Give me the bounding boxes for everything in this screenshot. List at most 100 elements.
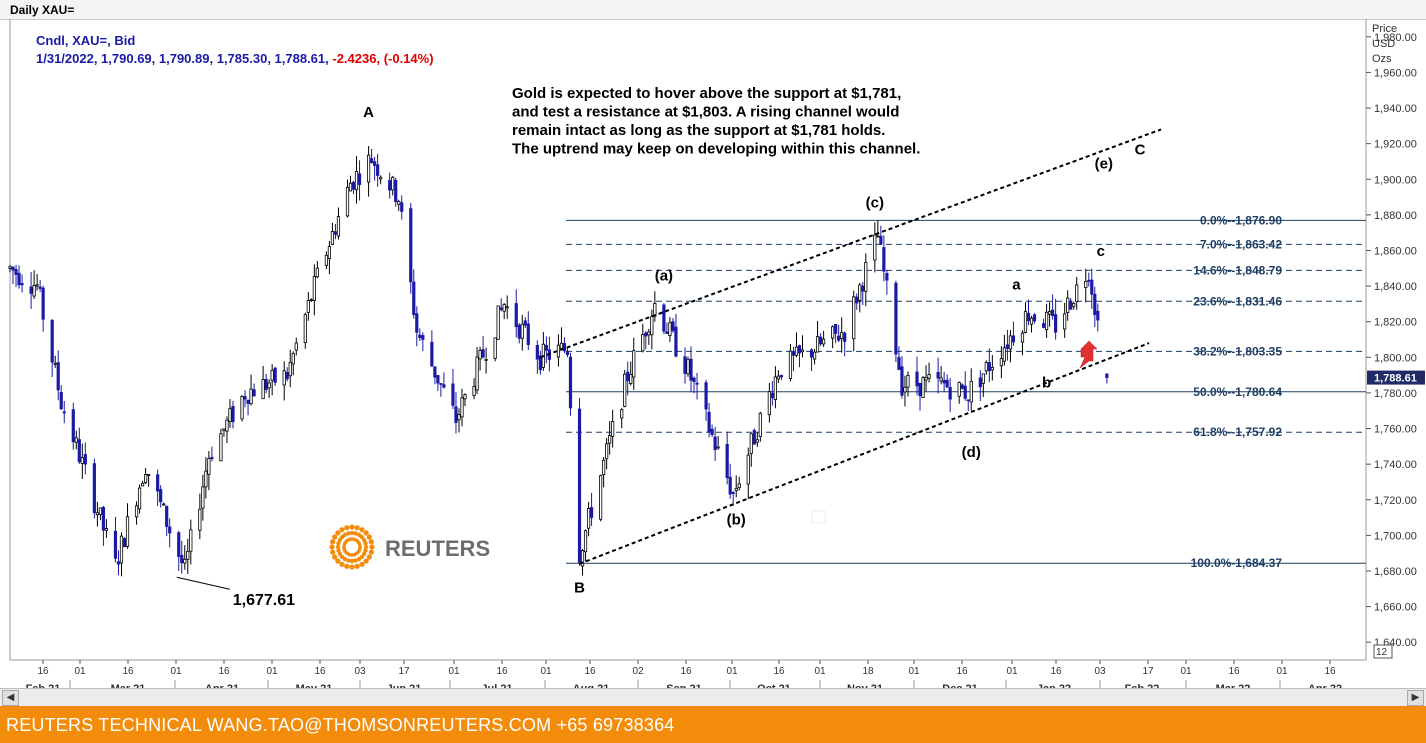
candle-body (689, 358, 693, 381)
candle-body (855, 296, 859, 304)
scroll-right-arrow-icon[interactable]: ▶ (1407, 690, 1424, 706)
candle-body (412, 281, 416, 315)
candle-body (303, 314, 307, 344)
candle-body (1090, 279, 1094, 295)
candle-body (460, 397, 464, 418)
candle-body (812, 351, 817, 360)
candle-body (324, 254, 329, 266)
logo-dot-icon (349, 558, 355, 564)
x-tick-label: 01 (74, 666, 86, 677)
candle-body (969, 380, 973, 403)
scroll-left-arrow-icon[interactable]: ◀ (2, 690, 19, 706)
candle-body (333, 231, 338, 235)
commentary-text-line: and test a resistance at $1,803. A risin… (512, 104, 899, 121)
candle-body (927, 374, 931, 379)
candle-body (779, 374, 784, 378)
candle-body (710, 428, 714, 435)
candle-body (671, 321, 675, 331)
candle-body (924, 376, 928, 381)
candle-body (186, 551, 190, 560)
candle-body (113, 530, 118, 559)
candle-body (80, 457, 84, 464)
candle-body (147, 474, 151, 476)
candle-body (559, 342, 564, 349)
candle-body (538, 355, 542, 371)
candle-body (1029, 317, 1034, 325)
candle-body (162, 503, 166, 506)
candle-body (843, 332, 847, 342)
candle-body (493, 337, 497, 359)
logo-dot-icon (369, 544, 375, 550)
candle-body (180, 554, 184, 564)
candle-body (478, 350, 482, 360)
scale-tag[interactable] (1373, 644, 1393, 659)
candle-body (773, 376, 777, 400)
candle-body (1069, 300, 1073, 310)
candle-body (472, 386, 476, 396)
candle-body (1087, 279, 1091, 282)
candle-body (357, 173, 362, 185)
logo-dot-icon (344, 525, 350, 531)
candle-body (1072, 303, 1076, 307)
wave-label: b (1042, 375, 1051, 392)
logo-dot-icon (349, 524, 355, 530)
price-axis-title: Ozs (1372, 53, 1392, 65)
plot-area[interactable] (9, 19, 1367, 661)
chart-window-title-bar: Daily XAU= (0, 0, 1426, 20)
candle-body (794, 346, 799, 356)
candle-body (1054, 314, 1058, 333)
candle-body (409, 208, 413, 283)
logo-dot-icon (335, 558, 341, 564)
candle-body (291, 352, 295, 365)
candle-body (17, 272, 21, 286)
red-up-arrow-icon (1079, 340, 1098, 369)
x-tick-label: 16 (1324, 666, 1336, 677)
candle-body (345, 186, 350, 217)
horizontal-scrollbar[interactable]: ◀ ▶ (0, 688, 1426, 706)
x-tick-label: 01 (448, 666, 460, 677)
candle-body (95, 512, 99, 516)
candle-body (1044, 311, 1049, 331)
candle-body (219, 433, 223, 462)
candle-body (309, 299, 313, 302)
candle-body (1048, 311, 1052, 315)
candle-body (921, 377, 925, 398)
candle-body (704, 382, 708, 410)
candle-body (749, 433, 753, 454)
candle-body (520, 323, 524, 339)
y-tick-label: 1,900.00 (1374, 174, 1417, 186)
candle-body (535, 344, 539, 360)
low-price-label: 1,677.61 (233, 592, 295, 609)
candle-body (59, 391, 63, 410)
wave-label: (c) (866, 195, 884, 212)
candle-body (222, 428, 226, 431)
candle-body (650, 316, 654, 336)
candle-body (394, 179, 398, 202)
candle-body (999, 358, 1003, 367)
logo-dot-icon (339, 527, 345, 533)
candle-body (418, 334, 422, 338)
last-price-tag (1367, 370, 1425, 385)
candle-body (641, 334, 645, 352)
candle-body (1026, 312, 1031, 322)
candle-body (713, 436, 717, 451)
x-tick-label: 03 (1094, 666, 1106, 677)
candle-body (92, 463, 96, 514)
logo-dot-icon (354, 525, 360, 531)
x-tick-label: 01 (726, 666, 738, 677)
candle-body (611, 421, 615, 437)
candle-body (939, 377, 943, 382)
candle-body (800, 349, 805, 353)
x-tick-label: 16 (1050, 666, 1062, 677)
candle-body (942, 380, 946, 384)
candle-body (1051, 309, 1055, 317)
x-month-label: Feb 22 (1125, 683, 1160, 688)
candle-body (282, 370, 286, 386)
x-tick-label: 01 (266, 666, 278, 677)
candle-body (397, 200, 401, 205)
candle-body (707, 411, 711, 433)
candle-body (327, 246, 332, 259)
price-chart[interactable]: 1,640.001,660.001,680.001,700.001,720.00… (0, 19, 1426, 688)
x-month-label: Aug 21 (573, 683, 610, 688)
x-month-label: Sep 21 (666, 683, 701, 688)
